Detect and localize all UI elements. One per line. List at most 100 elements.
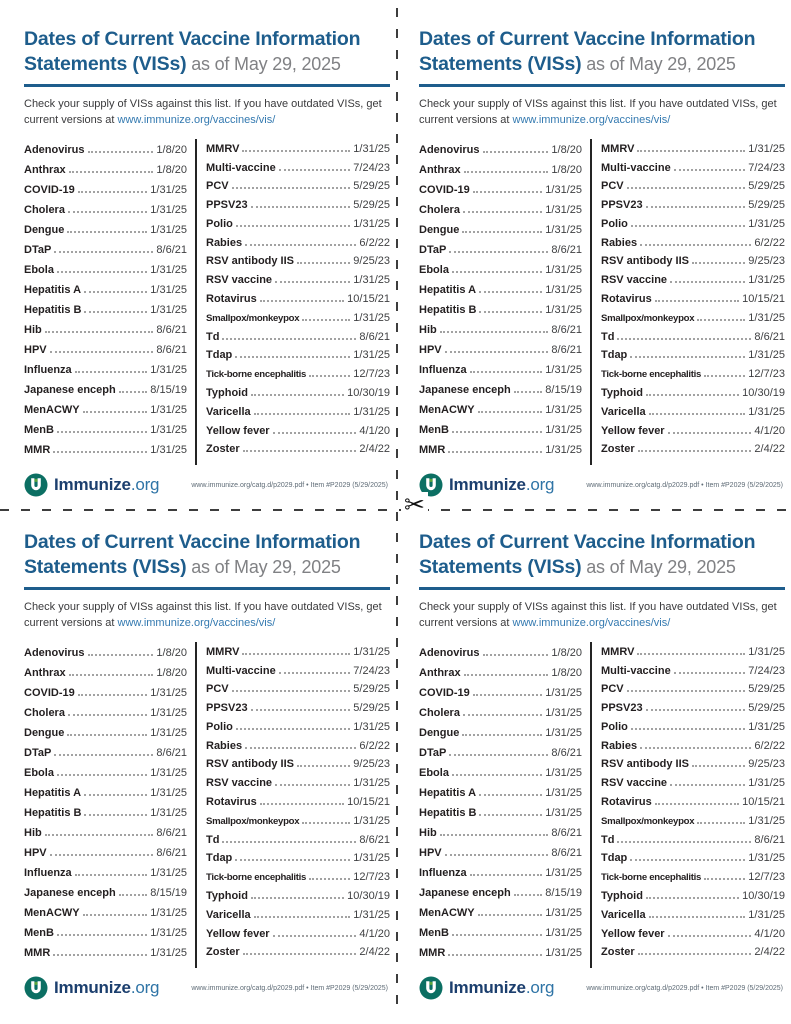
dot-leader: [640, 243, 752, 246]
vaccine-row: Multi-vaccine 7/24/23: [601, 158, 785, 177]
vaccine-row: MenACWY 1/31/25: [24, 902, 187, 922]
vaccine-row: Polio 1/31/25: [601, 717, 785, 736]
footer-fine-print: www.immunize.org/catg.d/p2029.pdf • Item…: [586, 481, 783, 489]
vaccine-row: Typhoid 10/30/19: [601, 383, 785, 402]
vaccine-row: RSV antibody IIS 9/25/23: [206, 252, 390, 271]
dot-leader: [444, 853, 549, 856]
vaccine-date: 4/1/20: [359, 424, 390, 437]
vaccine-row: Dengue 1/31/25: [24, 219, 187, 239]
vaccine-column-left: Adenovirus 1/8/20 Anthrax 1/8/20 COVID-19 1/3…: [24, 642, 195, 968]
dot-leader: [645, 709, 746, 712]
vaccine-name: MenB: [419, 926, 449, 939]
card-title: Dates of Current Vaccine Information Sta…: [419, 530, 785, 580]
dot-leader: [82, 913, 148, 916]
vaccine-date: 5/29/25: [748, 702, 785, 715]
brand-wordmark: Immunize.org: [449, 475, 555, 495]
vaccine-name: Tdap: [601, 349, 628, 362]
dot-leader: [44, 833, 154, 836]
vaccine-name: MMR: [24, 443, 51, 456]
vaccine-row: HPV 8/6/21: [24, 842, 187, 862]
vaccine-date: 9/25/23: [353, 255, 390, 268]
vaccine-name: Ebola: [24, 766, 54, 779]
vaccine-date: 1/31/25: [150, 283, 187, 296]
card-title-date: as of May 29, 2025: [581, 556, 736, 577]
dot-leader: [451, 430, 543, 433]
vaccine-date: 8/6/21: [551, 323, 582, 336]
vaccine-row: MenB 1/31/25: [24, 922, 187, 942]
vaccine-name: Cholera: [419, 706, 460, 719]
dot-leader: [231, 187, 351, 190]
vaccine-name: Polio: [206, 217, 233, 230]
dot-leader: [449, 753, 549, 756]
dot-leader: [645, 897, 740, 900]
vaccine-row: Typhoid 10/30/19: [206, 886, 390, 905]
vaccine-row: Rotavirus 10/15/21: [601, 289, 785, 308]
vaccine-row: RSV antibody IIS 9/25/23: [601, 252, 785, 271]
dot-leader: [704, 375, 746, 378]
vaccine-name: DTaP: [419, 746, 447, 759]
vaccine-row: Tick-borne encephalitis 12/7/23: [206, 867, 390, 886]
vaccine-date: 1/31/25: [545, 926, 582, 939]
dot-leader: [275, 784, 351, 787]
vaccine-row: COVID-19 1/31/25: [419, 179, 582, 199]
dot-leader: [53, 450, 148, 453]
immunize-logo-icon: [419, 473, 443, 497]
vis-url-link[interactable]: www.immunize.org/vaccines/vis/: [512, 114, 671, 127]
intro-paragraph: Check your supply of VISs against this l…: [24, 96, 390, 129]
vis-url-link[interactable]: www.immunize.org/vaccines/vis/: [117, 114, 276, 127]
vaccine-date: 1/8/20: [551, 163, 582, 176]
title-divider: [419, 586, 785, 590]
brand-wordmark: Immunize.org: [54, 978, 160, 998]
vis-url-link[interactable]: www.immunize.org/vaccines/vis/: [512, 617, 671, 630]
vaccine-row: Yellow fever 4/1/20: [206, 924, 390, 943]
vaccine-name: Rotavirus: [601, 796, 652, 809]
vaccine-row: Zoster 2/4/22: [601, 943, 785, 962]
dot-leader: [462, 713, 543, 716]
vaccine-date: 1/31/25: [353, 852, 390, 865]
vaccine-date: 1/31/25: [353, 217, 390, 230]
vaccine-date: 1/31/25: [545, 283, 582, 296]
vaccine-row: HPV 8/6/21: [24, 339, 187, 359]
vaccine-name: Smallpox/monkeypox: [206, 815, 300, 827]
dot-leader: [245, 746, 357, 749]
vaccine-name: Influenza: [419, 866, 467, 879]
dot-leader: [272, 934, 357, 937]
vaccine-date: 1/31/25: [353, 405, 390, 418]
dot-leader: [451, 773, 543, 776]
dot-leader: [49, 350, 154, 353]
vaccine-row: Tick-borne encephalitis 12/7/23: [206, 364, 390, 383]
vaccine-name: MMR: [419, 443, 446, 456]
dot-leader: [640, 746, 752, 749]
vaccine-name: Smallpox/monkeypox: [601, 815, 695, 827]
vaccine-row: Dengue 1/31/25: [419, 722, 582, 742]
vaccine-date: 1/31/25: [545, 223, 582, 236]
dot-leader: [67, 713, 148, 716]
dot-leader: [482, 653, 549, 656]
vaccine-name: Hepatitis B: [419, 303, 477, 316]
vaccine-name: DTaP: [419, 243, 447, 256]
vis-url-link[interactable]: www.immunize.org/vaccines/vis/: [117, 617, 276, 630]
dot-leader: [645, 206, 746, 209]
vaccine-row: Varicella 1/31/25: [206, 905, 390, 924]
vaccine-name: Anthrax: [419, 666, 461, 679]
vaccine-name: Hepatitis A: [419, 283, 477, 296]
vaccine-name: MenACWY: [24, 906, 80, 919]
vaccine-name: Multi-vaccine: [601, 161, 671, 174]
brand-immunize: Immunize: [449, 978, 526, 997]
dot-leader: [444, 350, 549, 353]
card-title-text: Dates of Current Vaccine Information Sta…: [24, 28, 361, 75]
vaccine-date: 1/31/25: [353, 274, 390, 287]
vaccine-row: Hib 8/6/21: [24, 319, 187, 339]
vaccine-list: Adenovirus 1/8/20 Anthrax 1/8/20 COVID-19 1/3…: [24, 138, 390, 465]
vaccine-row: COVID-19 1/31/25: [419, 682, 582, 702]
vaccine-date: 7/24/23: [748, 664, 785, 677]
dot-leader: [513, 390, 543, 393]
vaccine-date: 8/15/19: [545, 886, 582, 899]
dot-leader: [245, 243, 357, 246]
vaccine-date: 1/31/25: [545, 203, 582, 216]
vaccine-name: HPV: [419, 343, 442, 356]
vaccine-date: 1/31/25: [748, 908, 785, 921]
vaccine-date: 1/31/25: [748, 274, 785, 287]
vaccine-date: 1/31/25: [150, 706, 187, 719]
vaccine-date: 8/6/21: [359, 833, 390, 846]
